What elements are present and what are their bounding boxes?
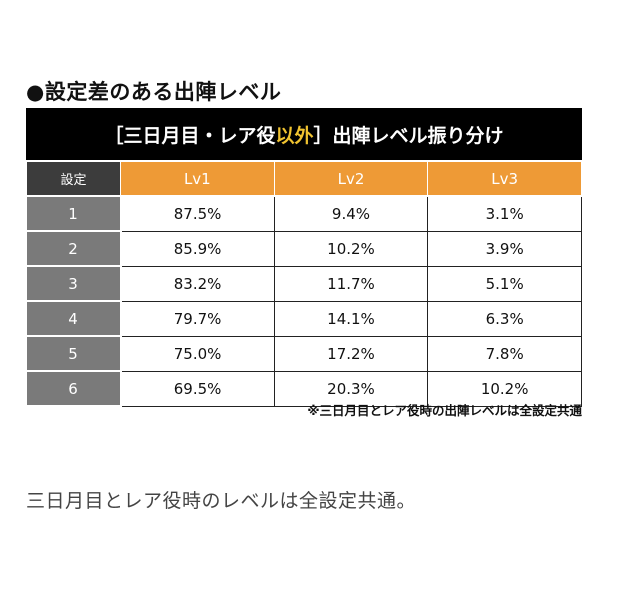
cell-lv3: 3.9% <box>427 230 582 267</box>
cell-lv2: 11.7% <box>273 265 429 302</box>
level-distribution-table: 設定 Lv1 Lv2 Lv3 1 87.5% 9.4% 3.1% 2 85.9%… <box>26 160 582 407</box>
table-banner: ［三日月目・レア役 以外 ］出陣レベル振り分け <box>26 108 582 160</box>
cell-lv3: 3.1% <box>427 195 582 232</box>
table-row: 2 85.9% 10.2% 3.9% <box>26 230 582 267</box>
cell-lv1: 69.5% <box>120 370 275 407</box>
table-header-row: 設定 Lv1 Lv2 Lv3 <box>26 160 582 197</box>
cell-lv3: 6.3% <box>427 300 582 337</box>
banner-prefix: ［三日月目・レア役 <box>104 124 276 147</box>
table-footnote: ※三日月目とレア役時の出陣レベルは全設定共通 <box>307 403 582 418</box>
cell-lv3: 7.8% <box>427 335 582 372</box>
cell-lv2: 10.2% <box>273 230 429 267</box>
cell-lv2: 9.4% <box>273 195 429 232</box>
column-header-lv3: Lv3 <box>427 160 582 197</box>
cell-lv3: 5.1% <box>427 265 582 302</box>
cell-lv2: 17.2% <box>273 335 429 372</box>
cell-lv1: 79.7% <box>120 300 275 337</box>
table-row: 4 79.7% 14.1% 6.3% <box>26 300 582 337</box>
table-row: 5 75.0% 17.2% 7.8% <box>26 335 582 372</box>
cell-lv3: 10.2% <box>427 370 582 407</box>
cell-lv2: 14.1% <box>273 300 429 337</box>
cell-lv1: 75.0% <box>120 335 275 372</box>
row-header-setting: 3 <box>26 265 122 302</box>
table-row: 1 87.5% 9.4% 3.1% <box>26 195 582 232</box>
banner-suffix: ］出陣レベル振り分け <box>313 124 504 147</box>
body-caption: 三日月目とレア役時のレベルは全設定共通。 <box>26 490 417 512</box>
row-header-setting: 6 <box>26 370 122 407</box>
column-header-lv2: Lv2 <box>273 160 429 197</box>
cell-lv1: 85.9% <box>120 230 275 267</box>
section-title: ●設定差のある出陣レベル <box>26 80 282 104</box>
row-header-setting: 4 <box>26 300 122 337</box>
cell-lv1: 83.2% <box>120 265 275 302</box>
column-header-lv1: Lv1 <box>120 160 275 197</box>
cell-lv2: 20.3% <box>273 370 429 407</box>
column-header-setting: 設定 <box>26 160 121 197</box>
banner-accent: 以外 <box>275 124 314 147</box>
row-header-setting: 1 <box>26 195 122 232</box>
cell-lv1: 87.5% <box>120 195 275 232</box>
level-table-figure: ［三日月目・レア役 以外 ］出陣レベル振り分け 設定 Lv1 Lv2 Lv3 1 8… <box>26 108 582 407</box>
table-row: 6 69.5% 20.3% 10.2% <box>26 370 582 407</box>
row-header-setting: 2 <box>26 230 122 267</box>
row-header-setting: 5 <box>26 335 122 372</box>
table-row: 3 83.2% 11.7% 5.1% <box>26 265 582 302</box>
